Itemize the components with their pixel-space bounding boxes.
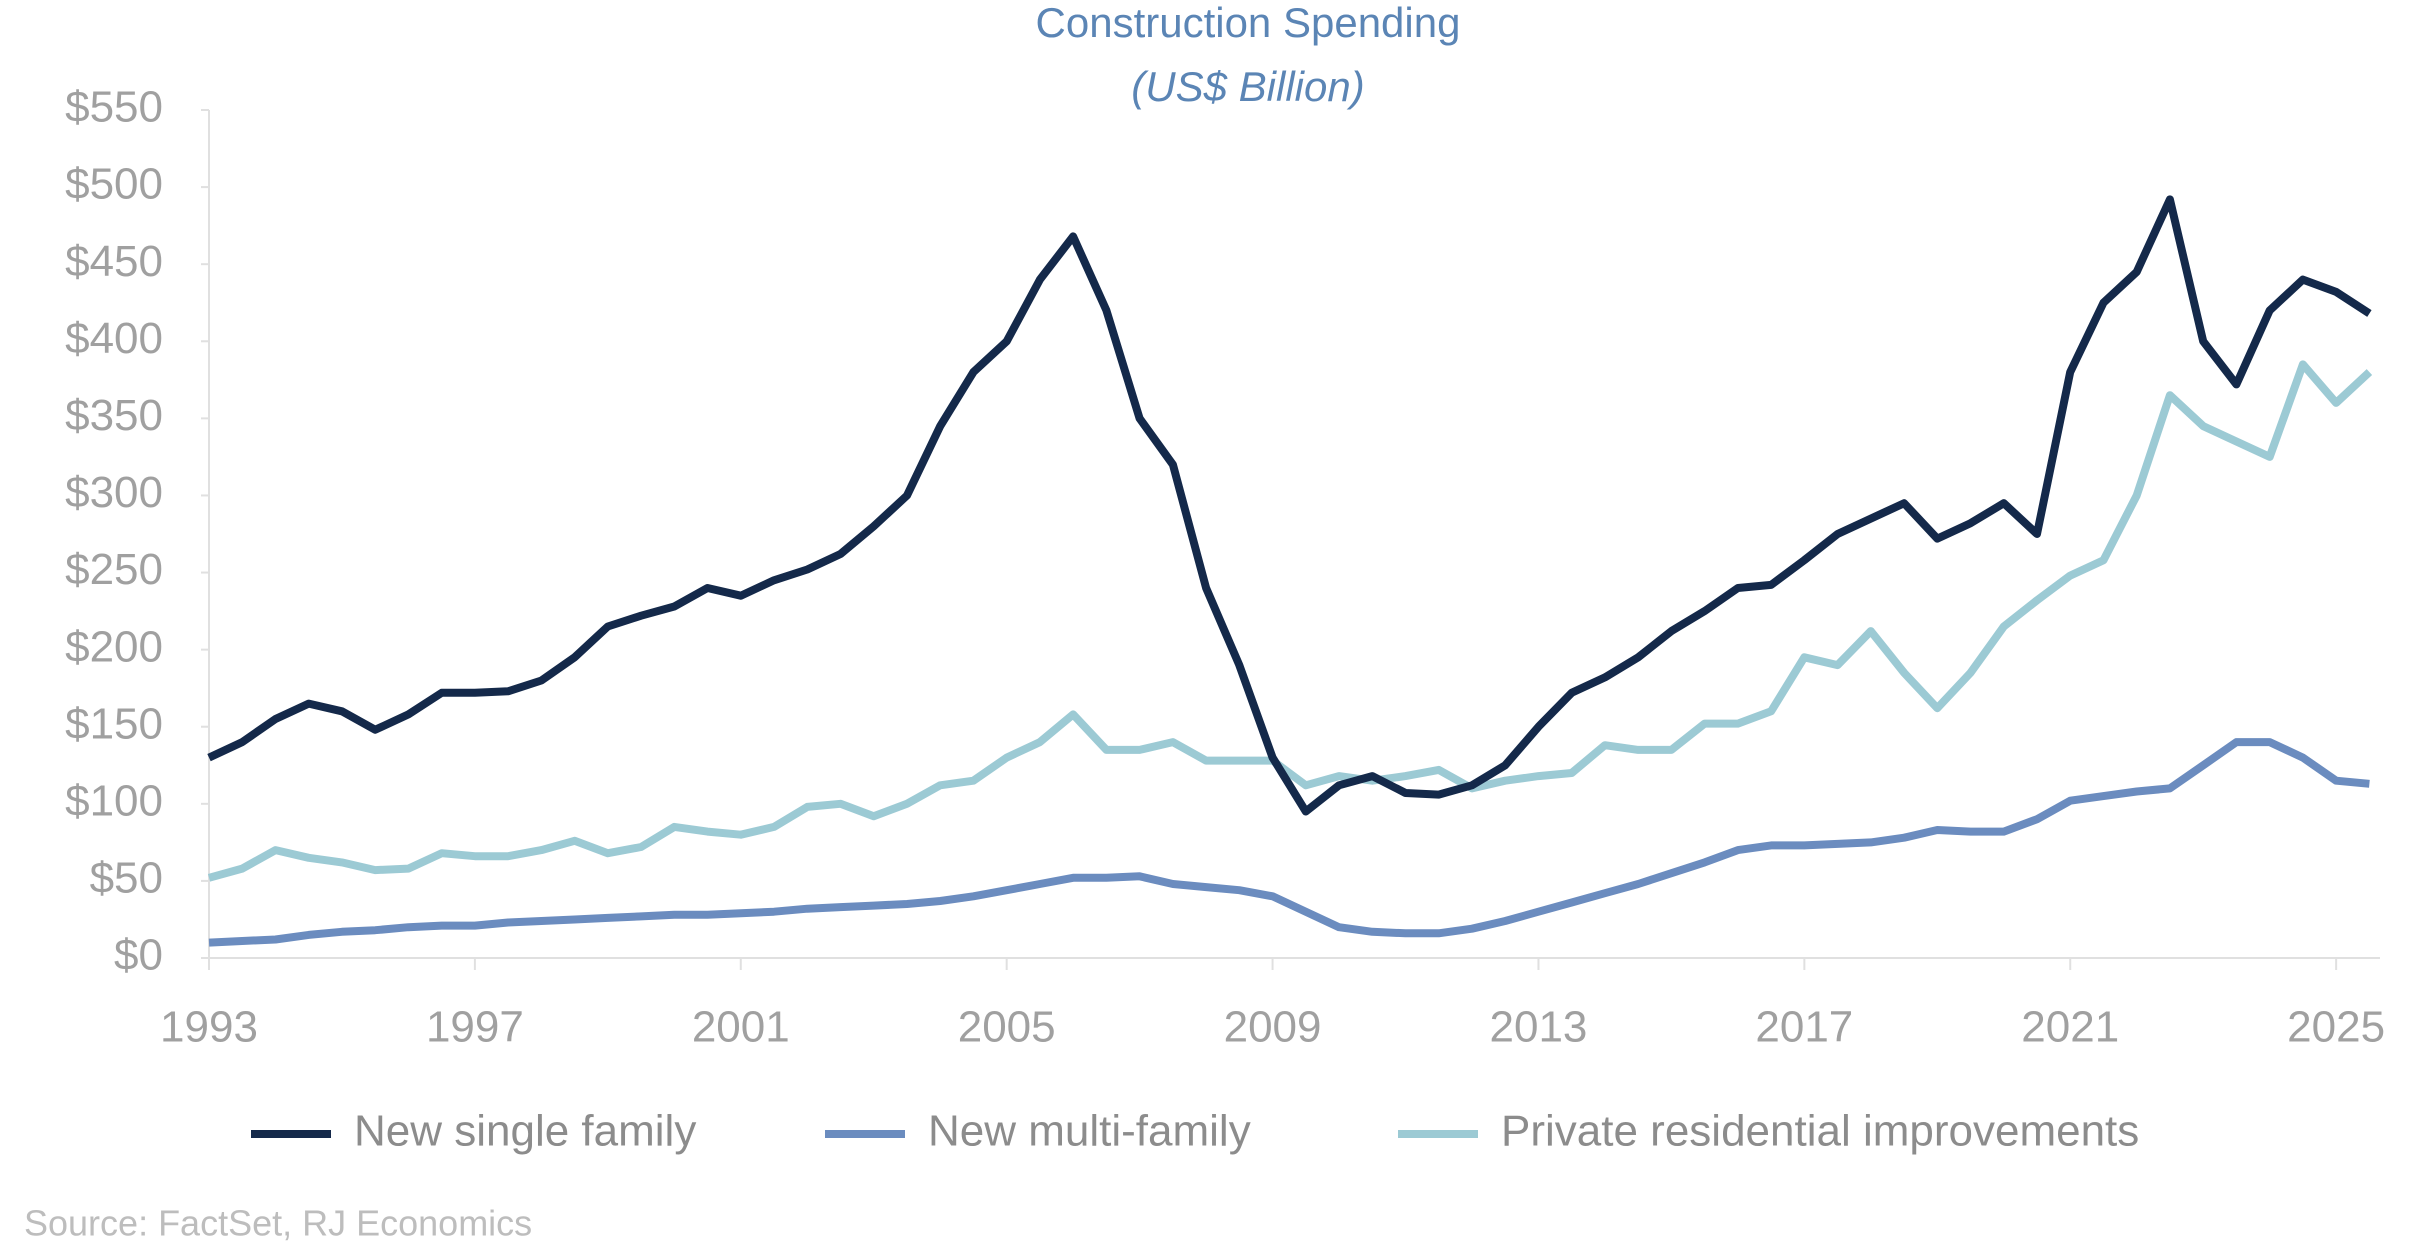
chart-title: Construction Spending (1036, 0, 1461, 46)
series-line (207, 195, 2372, 816)
series-line (207, 360, 2373, 882)
y-tick-label: $500 (65, 160, 163, 209)
x-tick-label: 2001 (692, 1003, 790, 1052)
x-tick-label: 1997 (426, 1003, 524, 1052)
x-tick-label: 1993 (160, 1003, 258, 1052)
legend-label: New multi-family (928, 1107, 1251, 1156)
y-tick-label: $150 (65, 699, 163, 748)
x-tick-label: 2005 (958, 1003, 1056, 1052)
legend-label: Private residential improvements (1501, 1107, 2139, 1156)
y-tick-label: $400 (65, 314, 163, 363)
y-tick-label: $550 (65, 83, 163, 132)
x-tick-label: 2017 (1755, 1003, 1853, 1052)
y-tick-label: $350 (65, 391, 163, 440)
x-tick-label: 2009 (1224, 1003, 1322, 1052)
x-tick-label: 2021 (2021, 1003, 2119, 1052)
y-tick-label: $250 (65, 545, 163, 594)
source-note: Source: FactSet, RJ Economics (24, 1203, 532, 1244)
chart-subtitle: (US$ Billion) (1131, 63, 1364, 110)
y-tick-label: $200 (65, 622, 163, 671)
series-line (208, 738, 2370, 947)
y-tick-label: $100 (65, 776, 163, 825)
y-tick-label: $450 (65, 237, 163, 286)
y-tick-label: $300 (65, 468, 163, 517)
y-tick-label: $50 (90, 854, 163, 903)
x-tick-label: 2025 (2287, 1003, 2385, 1052)
legend-label: New single family (354, 1107, 696, 1156)
x-tick-label: 2013 (1490, 1003, 1588, 1052)
y-tick-label: $0 (114, 931, 163, 980)
